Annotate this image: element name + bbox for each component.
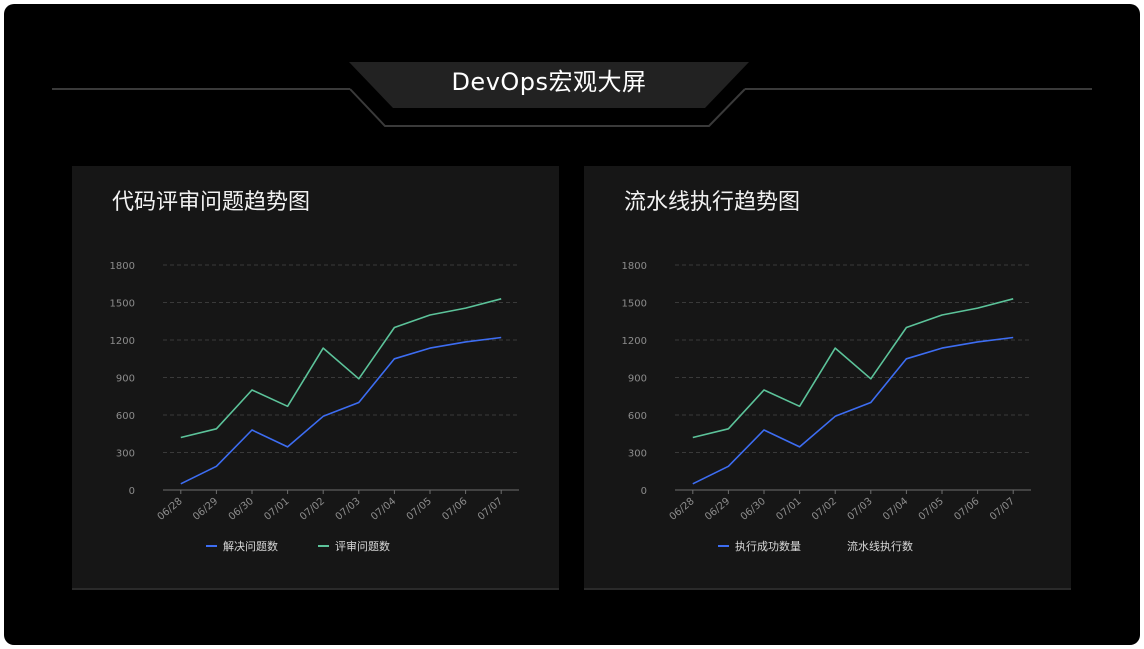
legend-swatch	[718, 545, 729, 547]
pipeline-trend-panel: 流水线执行趋势图 0 300 600 900 1200 1500 1800 06/28 06/2…	[584, 166, 1071, 590]
legend-label: 流水线执行数	[847, 540, 913, 553]
y-tick-label: 1500	[622, 299, 647, 310]
x-tick-label: 07/06	[440, 496, 469, 523]
x-tick-label: 07/07	[476, 496, 505, 523]
x-tick-label: 07/03	[334, 496, 363, 523]
legend-swatch	[318, 545, 329, 547]
x-tick-label: 06/29	[191, 496, 220, 523]
series-line	[180, 298, 502, 439]
y-tick-label: 1500	[110, 299, 135, 310]
page-title: DevOps宏观大屏	[451, 68, 647, 96]
x-tick-label: 06/29	[703, 496, 732, 523]
code-review-trend-panel: 代码评审问题趋势图 0 300 600 900 1200 1500 1800 06/28 06/…	[72, 166, 559, 590]
y-tick-label: 1200	[622, 336, 647, 347]
x-tick-label: 06/28	[156, 496, 185, 523]
y-tick-label: 0	[641, 486, 647, 497]
legend-item-success[interactable]: 执行成功数量	[718, 538, 801, 556]
x-tick-label: 07/01	[262, 496, 291, 523]
x-tick-label: 07/02	[810, 496, 839, 523]
legend-label: 评审问题数	[335, 540, 390, 553]
y-tick-label: 900	[628, 374, 647, 385]
y-tick-label: 300	[628, 449, 647, 460]
series-line	[180, 336, 502, 485]
x-tick-label: 07/05	[405, 496, 434, 523]
y-tick-label: 900	[116, 374, 135, 385]
y-tick-label: 1800	[622, 261, 647, 272]
panel-title: 流水线执行趋势图	[624, 190, 801, 215]
x-tick-label: 07/05	[917, 496, 946, 523]
x-tick-label: 07/02	[298, 496, 327, 523]
y-tick-label: 300	[116, 449, 135, 460]
x-tick-label: 07/04	[369, 496, 398, 523]
x-tick-label: 07/06	[952, 496, 981, 523]
y-tick-label: 600	[628, 411, 647, 422]
legend-item-resolved[interactable]: 解决问题数	[206, 538, 278, 556]
header-decoration	[52, 62, 1092, 127]
y-tick-label: 1800	[110, 261, 135, 272]
legend-label: 执行成功数量	[735, 540, 801, 553]
series-line	[692, 336, 1014, 485]
legend-item-reviewed[interactable]: 评审问题数	[318, 538, 390, 556]
x-tick-label: 07/01	[774, 496, 803, 523]
panel-title: 代码评审问题趋势图	[112, 190, 311, 215]
x-tick-label: 06/30	[739, 496, 768, 523]
series-line	[692, 298, 1014, 439]
y-tick-label: 600	[116, 411, 135, 422]
y-tick-label: 1200	[110, 336, 135, 347]
legend-item-executions[interactable]: 流水线执行数	[847, 538, 913, 556]
chart-legend: 解决问题数 评审问题数	[72, 538, 559, 556]
x-tick-label: 06/28	[668, 496, 697, 523]
legend-swatch	[206, 545, 217, 547]
chart-legend: 执行成功数量 流水线执行数	[584, 538, 1071, 556]
x-tick-label: 07/03	[846, 496, 875, 523]
x-tick-label: 07/04	[881, 496, 910, 523]
x-tick-label: 06/30	[227, 496, 256, 523]
legend-label: 解决问题数	[223, 540, 278, 553]
x-tick-label: 07/07	[988, 496, 1017, 523]
y-tick-label: 0	[129, 486, 135, 497]
